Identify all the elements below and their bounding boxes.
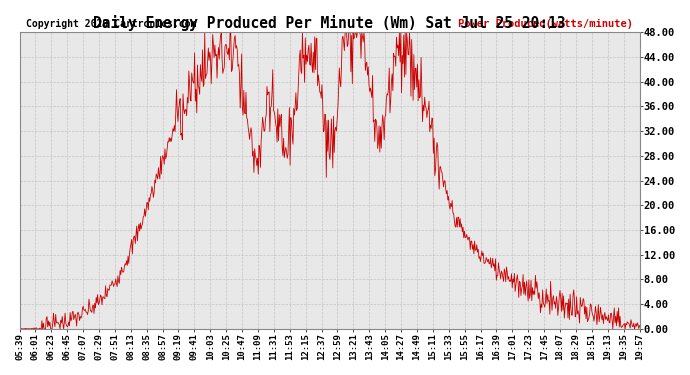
Title: Daily Energy Produced Per Minute (Wm) Sat Jul 25 20:13: Daily Energy Produced Per Minute (Wm) Sa… — [93, 15, 566, 31]
Text: Power Produced(watts/minute): Power Produced(watts/minute) — [458, 19, 633, 29]
Text: Copyright 2020 Cartronics.com: Copyright 2020 Cartronics.com — [26, 19, 196, 29]
